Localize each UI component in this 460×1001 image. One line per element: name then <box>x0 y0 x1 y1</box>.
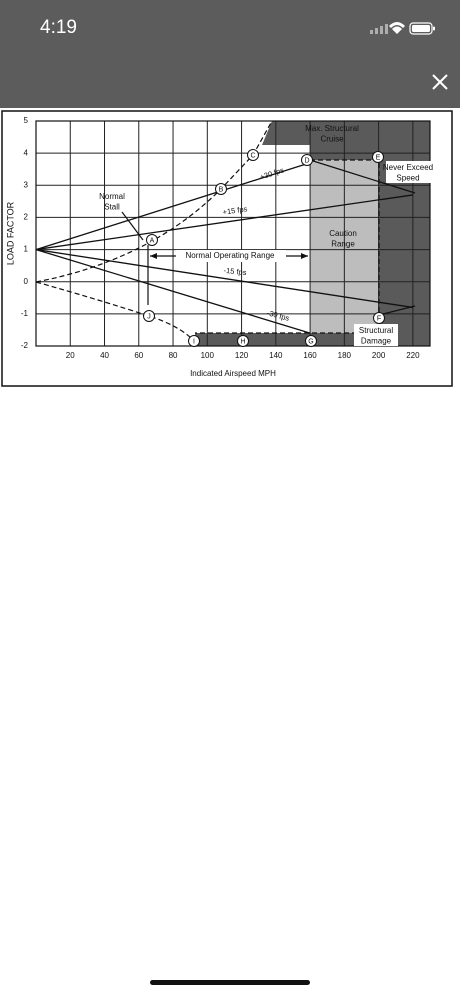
point-marker <box>373 312 385 324</box>
gust-label: +15 fps <box>222 204 248 216</box>
point-label: H <box>240 338 245 345</box>
close-button[interactable] <box>432 74 448 90</box>
x-tick-label: 180 <box>338 351 352 360</box>
boundary-line <box>309 159 416 194</box>
annotation: Normal <box>99 192 125 201</box>
y-tick-label: 4 <box>24 148 29 157</box>
y-axis-title: LOAD FACTOR <box>5 201 15 265</box>
annotation: Range <box>331 240 355 249</box>
y-tick-label: -1 <box>21 309 29 318</box>
top-bar <box>0 0 460 108</box>
point-label: B <box>219 186 224 193</box>
point-label: D <box>304 157 309 164</box>
annotation: Stall <box>104 203 120 212</box>
boundary-line <box>378 305 416 316</box>
point-marker <box>247 149 259 161</box>
image-border <box>1 110 453 387</box>
point-marker <box>146 234 158 246</box>
y-tick-label: 0 <box>24 277 29 286</box>
annotation: Caution <box>329 229 357 238</box>
x-tick-label: 100 <box>201 351 215 360</box>
home-indicator <box>150 980 310 985</box>
y-tick-label: -2 <box>21 341 29 350</box>
x-tick-label: 140 <box>269 351 283 360</box>
annotation: Cruise <box>320 135 344 144</box>
annotation: Damage <box>361 337 392 346</box>
point-label: E <box>376 154 381 161</box>
x-tick-label: 20 <box>66 351 75 360</box>
stall-arrow <box>121 211 144 241</box>
point-label: G <box>308 338 313 345</box>
annotation-box <box>354 324 398 346</box>
point-marker <box>143 310 155 322</box>
point-marker <box>215 183 227 195</box>
gust-line <box>35 248 311 334</box>
chart: 20 40 60 80 100 120 140 160 180 200 220 -2 -1 0 1 2 3 4 5 I… <box>5 116 433 378</box>
annotation: Structural <box>359 326 393 335</box>
annotation: Normal Operating Range <box>186 251 275 260</box>
x-tick-label: 160 <box>303 351 317 360</box>
point-marker <box>188 335 200 347</box>
x-tick-label: 80 <box>169 351 178 360</box>
annotation-box <box>176 250 286 262</box>
annotation: Never Exceed <box>383 163 433 172</box>
gust-line <box>35 162 311 251</box>
x-tick-label: 200 <box>372 351 386 360</box>
point-marker <box>372 151 384 163</box>
annotation: Speed <box>396 174 419 183</box>
status-time: 4:19 <box>40 17 77 38</box>
y-tick-label: 5 <box>24 116 29 125</box>
point-label: I <box>193 338 195 345</box>
y-tick-label: 3 <box>24 180 29 189</box>
gust-line <box>35 194 413 251</box>
x-tick-label: 220 <box>406 351 420 360</box>
danger-region <box>195 333 379 346</box>
y-tick-label: 1 <box>24 245 29 254</box>
point-marker <box>237 335 249 347</box>
x-axis-title: Indicated Airspeed MPH <box>190 369 276 378</box>
point-label: J <box>147 313 151 320</box>
annotation-box <box>386 161 432 183</box>
annotation: Max. Structural <box>305 124 359 133</box>
y-tick-label: 2 <box>24 213 29 222</box>
limit-boundary <box>195 159 380 334</box>
gust-label: -15 fps <box>223 266 247 277</box>
gust-line <box>35 248 413 309</box>
point-label: F <box>377 315 381 322</box>
plot-border <box>35 120 431 347</box>
point-label: C <box>250 152 255 159</box>
point-label: A <box>150 237 155 244</box>
point-marker <box>305 335 317 347</box>
status-icons <box>370 22 435 35</box>
x-tick-label: 60 <box>134 351 143 360</box>
x-tick-label: 120 <box>235 351 249 360</box>
point-marker <box>301 154 313 166</box>
x-tick-label: 40 <box>100 351 109 360</box>
